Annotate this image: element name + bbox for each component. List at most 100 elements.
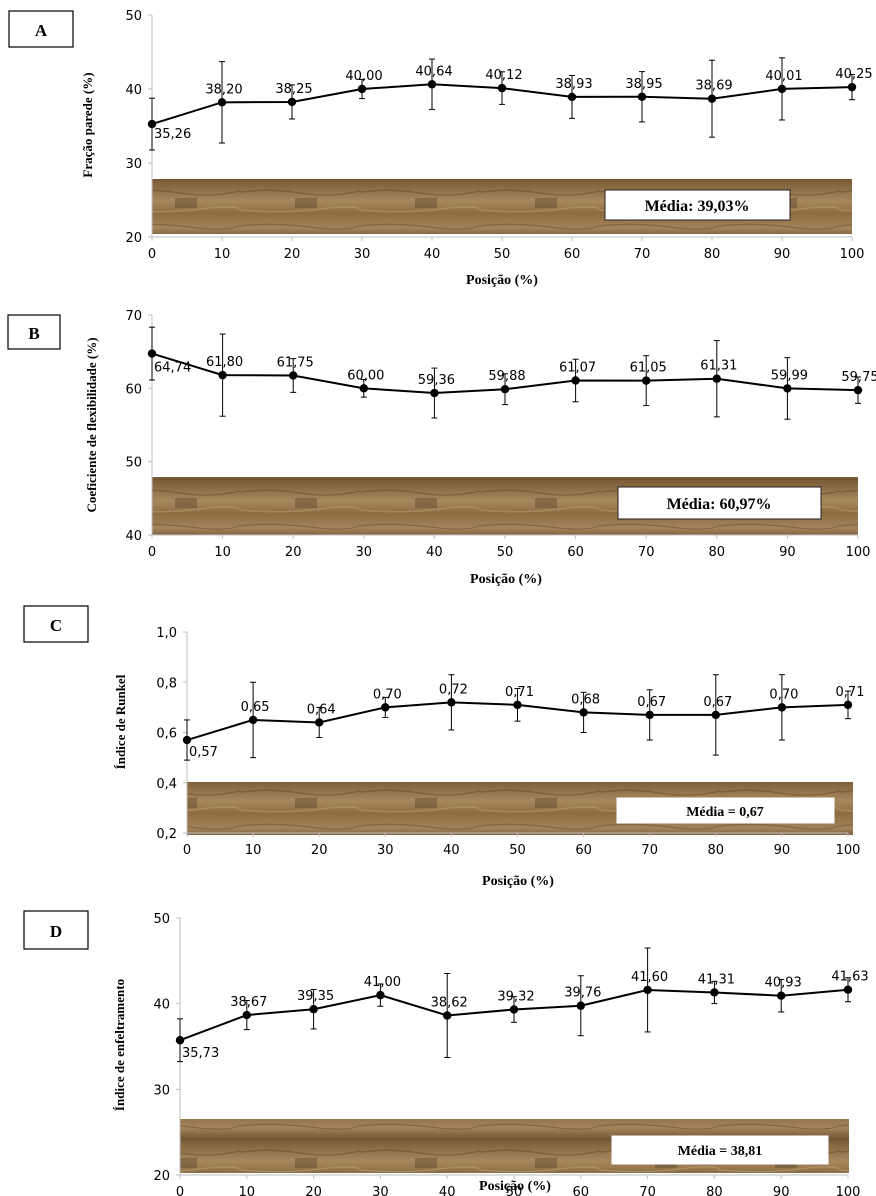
x-tick-label: 80	[704, 247, 721, 262]
x-tick-label: 80	[708, 843, 725, 858]
x-tick-label: 0	[176, 1185, 184, 1196]
panel-d-ylabel: Índice de enfeltramento	[112, 979, 127, 1111]
data-point	[777, 84, 787, 94]
x-tick-label: 30	[356, 545, 373, 560]
data-point	[357, 84, 367, 94]
data-point	[643, 985, 652, 995]
data-point	[497, 83, 507, 93]
data-label: 41,60	[631, 970, 668, 985]
y-tick-label: 70	[125, 309, 142, 324]
data-label: 40,25	[835, 67, 872, 82]
data-label: 38,25	[275, 82, 312, 97]
y-tick-label: 30	[153, 1083, 170, 1098]
x-tick-label: 30	[354, 247, 371, 262]
data-label: 35,26	[154, 127, 191, 142]
panel-a-letter: A	[35, 21, 48, 40]
y-tick-label: 20	[125, 231, 142, 246]
panel-c-xlabel: Posição (%)	[482, 874, 554, 889]
data-point	[642, 376, 651, 385]
x-tick-label: 60	[575, 843, 592, 858]
x-tick-label: 10	[245, 843, 262, 858]
y-tick-label: 50	[153, 912, 170, 927]
panel-b-ylabel: Coeficiente de flexibilidade (%)	[84, 337, 99, 512]
x-tick-label: 10	[214, 247, 231, 262]
data-label: 39,76	[564, 986, 601, 1001]
data-label: 40,00	[345, 69, 382, 84]
data-label: 40,01	[765, 69, 802, 84]
panel-d: Média = 38,81 D Índice de enfeltramento …	[23, 910, 869, 1196]
data-label: 0,70	[373, 687, 402, 702]
x-tick-label: 90	[774, 247, 791, 262]
x-tick-label: 90	[774, 843, 791, 858]
x-tick-label: 100	[836, 1185, 861, 1196]
panel-b-legend-box	[617, 486, 822, 520]
panel-d-legend-box	[611, 1135, 829, 1165]
panel-a-xlabel: Posição (%)	[466, 273, 538, 288]
data-label: 0,70	[769, 687, 798, 702]
data-label: 40,64	[415, 64, 452, 79]
x-tick-label: 90	[779, 545, 796, 560]
y-tick-label: 0,8	[156, 676, 177, 691]
x-tick-label: 80	[709, 545, 726, 560]
panel-b-plot: 40 50 60 70 0 10 20 30 40 50 60 70 80 90 100 64,74 61,80…	[125, 309, 876, 560]
data-label: 38,62	[431, 995, 468, 1010]
panel-d-legend-text: Média = 38,81	[678, 1144, 763, 1159]
data-label: 0,67	[703, 695, 732, 710]
panel-c: Média = 0,67 C Índice de Runkel Posição …	[23, 605, 864, 889]
x-tick-label: 70	[641, 843, 658, 858]
x-tick-label: 20	[285, 545, 302, 560]
data-label: 61,31	[700, 359, 737, 374]
panel-a-legend-box	[604, 189, 791, 221]
data-label: 39,32	[497, 989, 534, 1004]
panel-a: Média: 39,03% A Fração parede (%) Posiçã…	[8, 9, 873, 288]
panel-a-plot: 20 30 40 50 0 10 20 30 40 50 60 70 80 90 100 35,26 38,20…	[125, 9, 872, 262]
data-label: 40,12	[485, 68, 522, 83]
data-point	[843, 985, 853, 994]
x-tick-label: 100	[846, 545, 871, 560]
data-point	[182, 735, 192, 745]
panel-b-letter-box	[7, 314, 61, 350]
x-tick-label: 60	[567, 545, 584, 560]
x-tick-label: 80	[706, 1185, 723, 1196]
data-point	[777, 703, 787, 712]
panel-a-letter-box	[8, 10, 74, 48]
panel-d-letter-box	[23, 910, 89, 950]
data-label: 0,71	[505, 685, 534, 700]
data-label: 64,74	[154, 361, 191, 376]
panel-b-legend-text: Média: 60,97%	[667, 496, 772, 513]
x-tick-label: 100	[840, 247, 865, 262]
data-point	[707, 94, 717, 103]
x-tick-label: 70	[634, 247, 651, 262]
panel-a-legend-text: Média: 39,03%	[645, 198, 750, 215]
x-tick-label: 70	[638, 545, 655, 560]
data-point	[847, 82, 857, 92]
data-label: 59,36	[418, 373, 455, 388]
data-point	[147, 349, 157, 358]
panel-c-legend-text: Média = 0,67	[686, 805, 764, 820]
data-label: 38,67	[230, 995, 267, 1010]
y-tick-label: 0,6	[156, 727, 177, 742]
x-tick-label: 10	[239, 1185, 256, 1196]
data-point	[710, 988, 719, 997]
x-tick-label: 50	[494, 247, 511, 262]
data-point	[376, 990, 385, 1000]
data-point	[711, 710, 720, 720]
y-tick-label: 50	[125, 9, 142, 24]
data-label: 38,93	[555, 77, 592, 92]
data-point	[175, 1036, 185, 1045]
x-tick-label: 50	[497, 545, 514, 560]
panel-c-legend-box	[616, 797, 835, 824]
data-point	[381, 703, 390, 712]
x-tick-label: 40	[439, 1185, 456, 1196]
panel-b-letter: B	[28, 324, 39, 343]
x-tick-label: 20	[284, 247, 301, 262]
data-label: 61,05	[630, 361, 667, 376]
data-label: 38,20	[205, 82, 242, 97]
x-tick-label: 40	[426, 545, 443, 560]
data-point	[147, 119, 157, 129]
data-label: 61,07	[559, 360, 596, 375]
data-label: 61,75	[277, 356, 314, 371]
x-tick-label: 40	[443, 843, 460, 858]
data-point	[289, 371, 298, 380]
